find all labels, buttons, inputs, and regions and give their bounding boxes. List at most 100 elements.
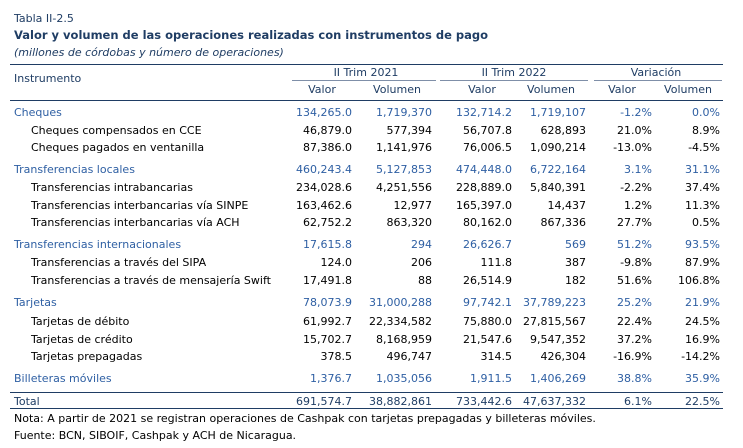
cell-volume-2022: 1,406,269	[530, 372, 586, 385]
cell-variation-volume: 35.9%	[685, 372, 720, 385]
row-label: Transferencias a través del SIPA	[31, 256, 207, 269]
cell-variation-volume: 8.9%	[692, 124, 720, 137]
column-header-instrument: Instrumento	[14, 72, 82, 85]
cell-value-2022: 75,880.0	[463, 315, 512, 328]
cell-volume-2021: 12,977	[393, 199, 433, 212]
category-row: Cheques 134,265.0 1,719,370 132,714.2 1,719,…	[0, 104, 743, 123]
cell-volume-2021: 88	[418, 274, 432, 287]
column-header-volume-2021: Volumen	[373, 83, 421, 96]
row-label: Transferencias internacionales	[14, 238, 182, 251]
group-rule-2022	[440, 80, 588, 81]
cell-variation-volume: 31.1%	[685, 163, 720, 176]
table-note: Nota: A partir de 2021 se registran oper…	[14, 412, 596, 425]
cell-value-2021: 15,702.7	[303, 333, 352, 346]
table-row: Transferencias interbancarias vía SINPE 1…	[0, 197, 743, 216]
cell-value-2022: 80,162.0	[463, 216, 512, 229]
cell-variation-volume: 16.9%	[685, 333, 720, 346]
cell-volume-2021: 1,035,056	[376, 372, 432, 385]
category-row: Transferencias locales 460,243.4 5,127,853…	[0, 161, 743, 180]
cell-value-2022: 111.8	[480, 256, 513, 269]
cell-volume-2021: 38,882,861	[369, 395, 432, 408]
cell-volume-2022: 37,789,223	[523, 296, 586, 309]
cell-volume-2022: 9,547,352	[530, 333, 586, 346]
cell-volume-2022: 14,437	[547, 199, 587, 212]
cell-value-2022: 228,889.0	[456, 181, 512, 194]
cell-volume-2022: 6,722,164	[530, 163, 586, 176]
cell-value-2021: 234,028.6	[296, 181, 352, 194]
row-label: Total	[14, 395, 40, 408]
cell-variation-value: 51.6%	[617, 274, 652, 287]
cell-value-2021: 124.0	[320, 256, 353, 269]
cell-volume-2022: 27,815,567	[523, 315, 586, 328]
cell-value-2021: 378.5	[320, 350, 353, 363]
row-label: Tarjetas	[14, 296, 57, 309]
cell-variation-value: 27.7%	[617, 216, 652, 229]
category-row: Transferencias internacionales 17,615.8 29…	[0, 236, 743, 255]
cell-variation-value: -16.9%	[613, 350, 652, 363]
table-row: Transferencias interbancarias vía ACH 62,…	[0, 214, 743, 233]
table-row: Tarjetas prepagadas 378.5 496,747 314.5 426,…	[0, 348, 743, 367]
cell-value-2022: 26,626.7	[463, 238, 512, 251]
cell-variation-volume: 0.0%	[692, 106, 720, 119]
row-label: Tarjetas prepagadas	[31, 350, 143, 363]
table-subtitle: (millones de córdobas y número de operac…	[14, 46, 284, 59]
table-row: Cheques pagados en ventanilla 87,386.0 1,1…	[0, 139, 743, 158]
cell-volume-2022: 867,336	[540, 216, 587, 229]
cell-volume-2021: 863,320	[386, 216, 433, 229]
cell-variation-value: -13.0%	[613, 141, 652, 154]
cell-value-2021: 460,243.4	[296, 163, 352, 176]
row-label: Transferencias locales	[14, 163, 135, 176]
cell-variation-value: -9.8%	[620, 256, 652, 269]
cell-volume-2021: 1,719,370	[376, 106, 432, 119]
column-header-volume-2022: Volumen	[527, 83, 575, 96]
cell-variation-value: 21.0%	[617, 124, 652, 137]
category-row: Tarjetas 78,073.9 31,000,288 97,742.1 37,789…	[0, 294, 743, 313]
cell-variation-value: 25.2%	[617, 296, 652, 309]
cell-volume-2022: 47,637,332	[523, 395, 586, 408]
cell-value-2021: 61,992.7	[303, 315, 352, 328]
cell-volume-2022: 628,893	[540, 124, 587, 137]
table-source: Fuente: BCN, SIBOIF, Cashpak y ACH de Ni…	[14, 429, 297, 442]
table-row: Transferencias intrabancarias 234,028.6 4,…	[0, 179, 743, 198]
cell-variation-volume: 87.9%	[685, 256, 720, 269]
cell-value-2021: 78,073.9	[303, 296, 352, 309]
cell-value-2021: 134,265.0	[296, 106, 352, 119]
cell-value-2022: 474,448.0	[456, 163, 512, 176]
group-header-2021: II Trim 2021	[333, 66, 399, 79]
row-label: Tarjetas de débito	[31, 315, 130, 328]
cell-volume-2022: 182	[565, 274, 586, 287]
header-bottom-rule	[10, 100, 723, 101]
cell-variation-volume: 21.9%	[685, 296, 720, 309]
cell-variation-value: -1.2%	[620, 106, 652, 119]
cell-volume-2022: 387	[565, 256, 586, 269]
cell-volume-2022: 5,840,391	[530, 181, 586, 194]
table-row: Transferencias a través de mensajería Sw…	[0, 272, 743, 291]
cell-value-2021: 17,491.8	[303, 274, 352, 287]
cell-value-2022: 314.5	[480, 350, 513, 363]
cell-value-2021: 163,462.6	[296, 199, 352, 212]
row-label: Cheques pagados en ventanilla	[31, 141, 205, 154]
cell-variation-value: 38.8%	[617, 372, 652, 385]
cell-variation-volume: 106.8%	[678, 274, 720, 287]
table-row: Tarjetas de débito 61,992.7 22,334,582 75,8…	[0, 313, 743, 332]
table-title: Valor y volumen de las operaciones reali…	[14, 28, 489, 42]
cell-value-2022: 26,514.9	[463, 274, 512, 287]
row-label: Transferencias interbancarias vía SINPE	[31, 199, 249, 212]
cell-variation-volume: 24.5%	[685, 315, 720, 328]
cell-value-2021: 46,879.0	[303, 124, 352, 137]
cell-variation-value: 6.1%	[624, 395, 652, 408]
group-header-2022: II Trim 2022	[481, 66, 547, 79]
cell-variation-value: -2.2%	[620, 181, 652, 194]
row-label: Transferencias interbancarias vía ACH	[31, 216, 240, 229]
cell-value-2021: 62,752.2	[303, 216, 352, 229]
cell-volume-2021: 1,141,976	[376, 141, 432, 154]
cell-volume-2022: 1,719,107	[530, 106, 586, 119]
total-row: Total 691,574.7 38,882,861 733,442.6 47,637,…	[0, 393, 743, 412]
total-top-rule	[10, 392, 723, 393]
row-label: Cheques compensados en CCE	[31, 124, 202, 137]
cell-volume-2021: 577,394	[386, 124, 433, 137]
cell-variation-volume: 37.4%	[685, 181, 720, 194]
cell-value-2021: 1,376.7	[310, 372, 352, 385]
cell-variation-volume: 11.3%	[685, 199, 720, 212]
cell-volume-2021: 8,168,959	[376, 333, 432, 346]
